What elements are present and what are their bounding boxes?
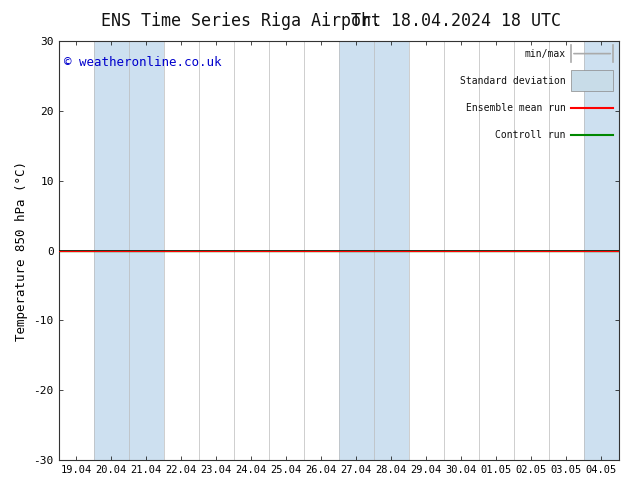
Text: Controll run: Controll run bbox=[495, 130, 566, 140]
Text: ENS Time Series Riga Airport: ENS Time Series Riga Airport bbox=[101, 12, 381, 30]
Bar bbox=[584, 41, 619, 460]
FancyBboxPatch shape bbox=[571, 71, 613, 91]
Text: Th. 18.04.2024 18 UTC: Th. 18.04.2024 18 UTC bbox=[351, 12, 562, 30]
Text: min/max: min/max bbox=[524, 49, 566, 59]
Y-axis label: Temperature 850 hPa (°C): Temperature 850 hPa (°C) bbox=[15, 161, 28, 341]
Bar bbox=[94, 41, 164, 460]
Text: Ensemble mean run: Ensemble mean run bbox=[465, 103, 566, 113]
Text: © weatheronline.co.uk: © weatheronline.co.uk bbox=[64, 56, 222, 69]
Bar bbox=[339, 41, 409, 460]
Text: Standard deviation: Standard deviation bbox=[460, 76, 566, 86]
